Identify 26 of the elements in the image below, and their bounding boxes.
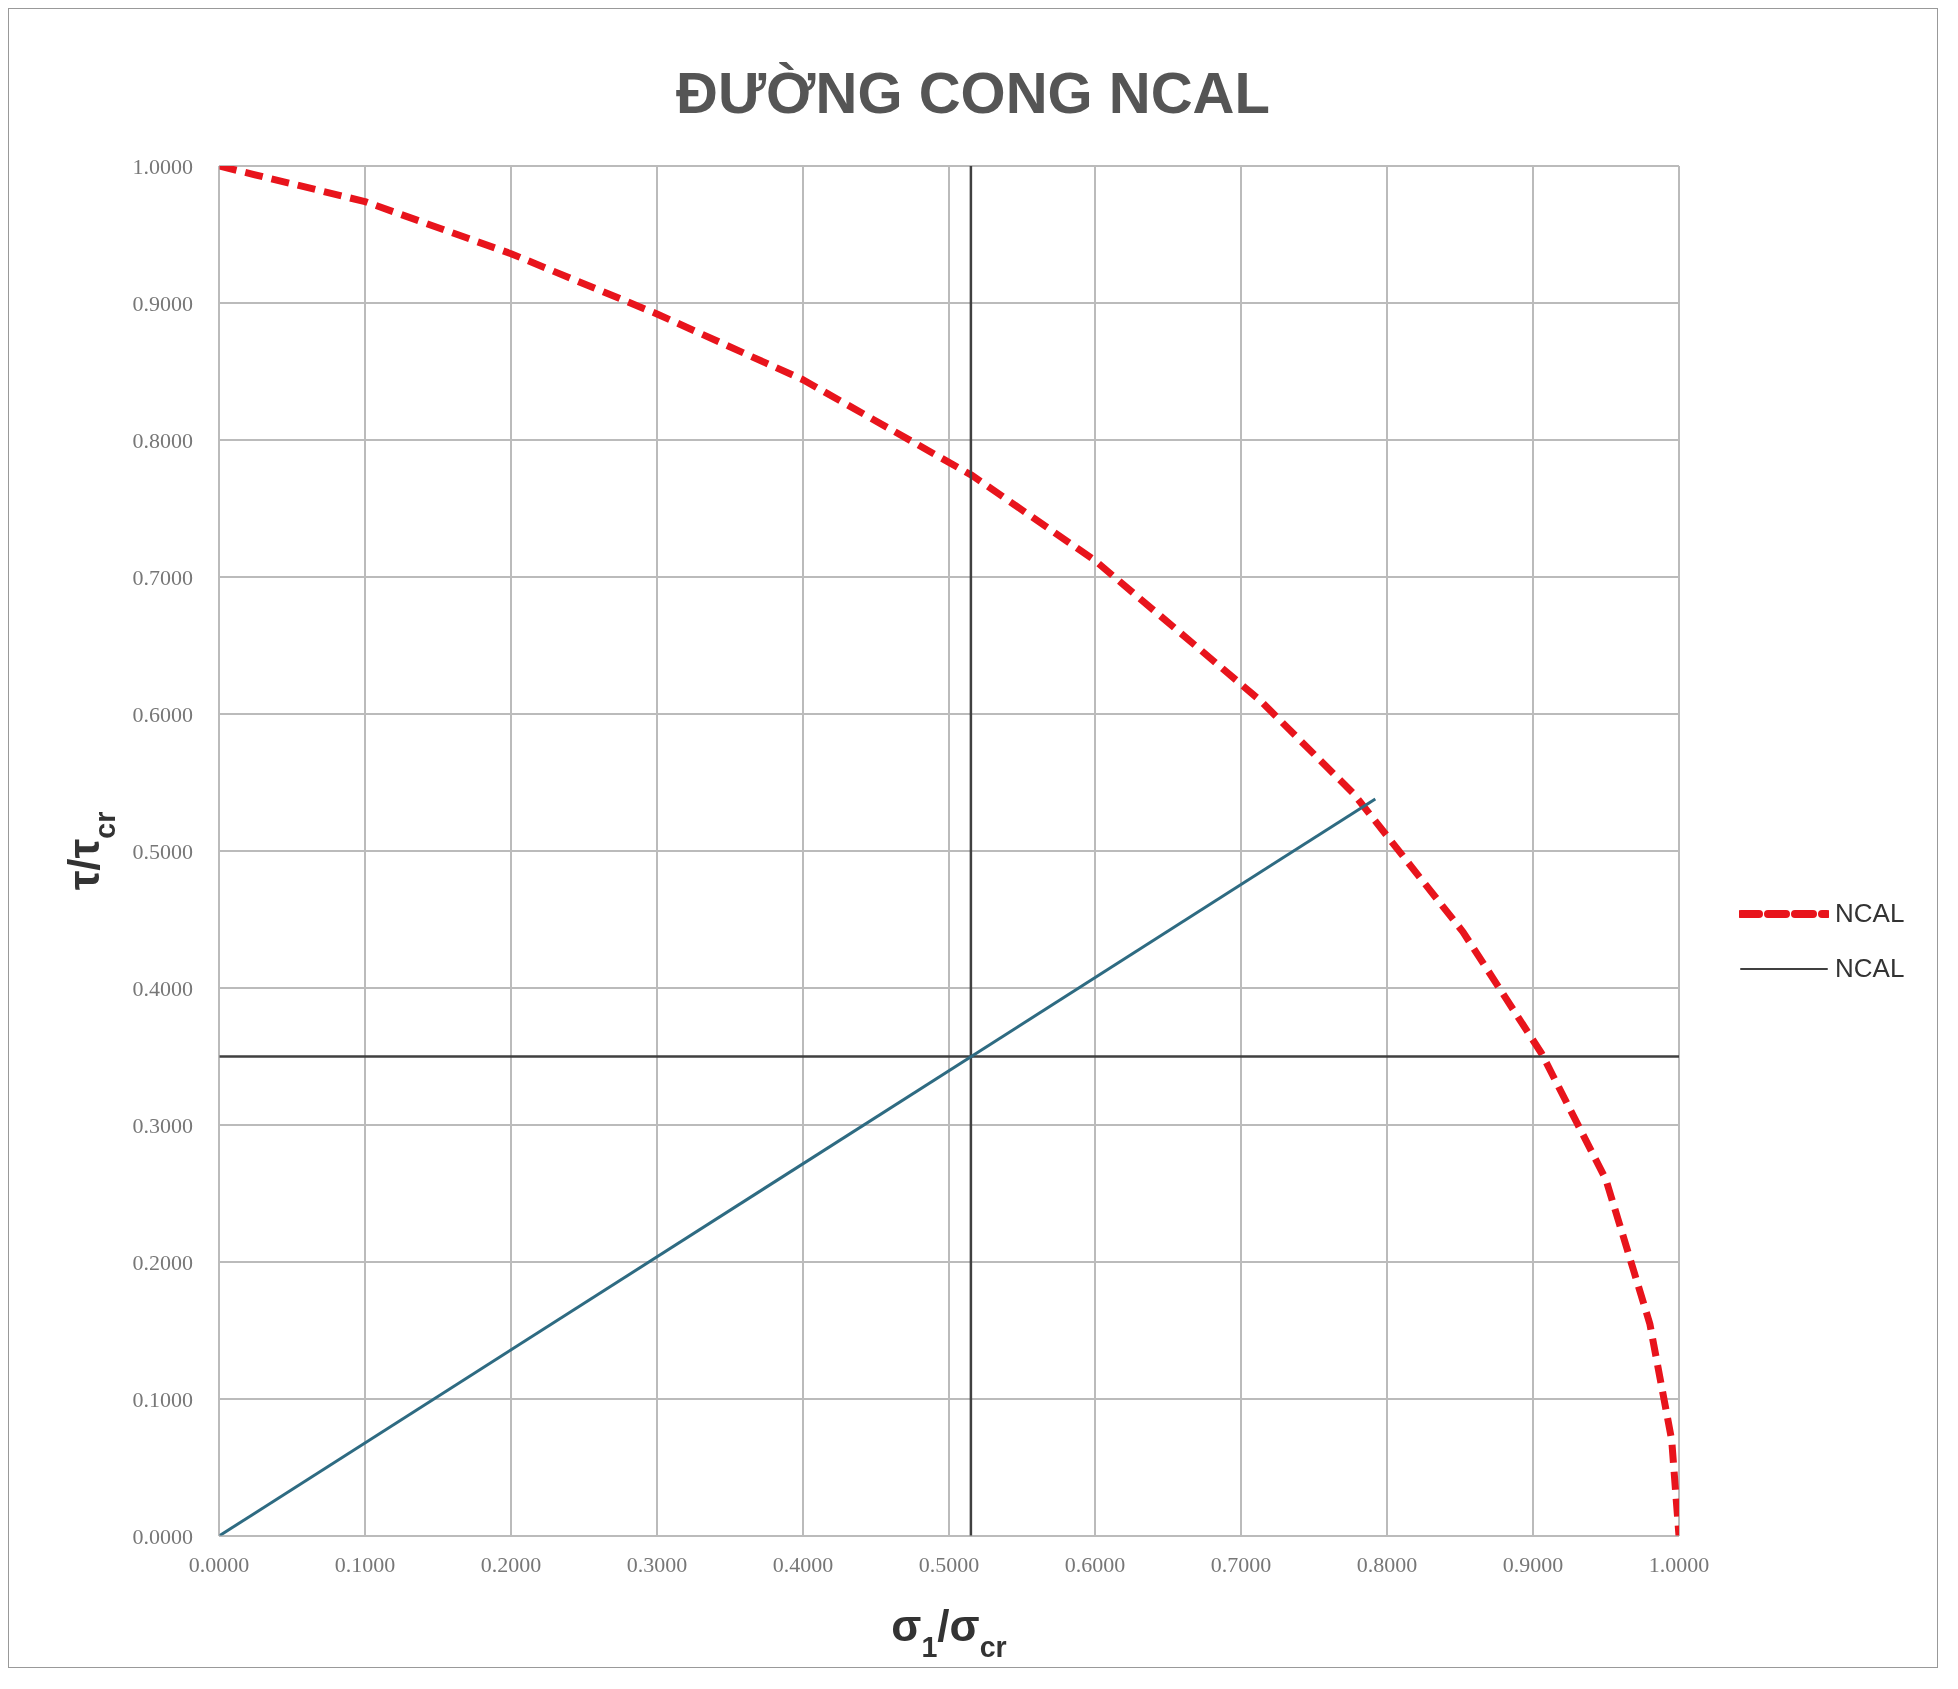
- chart-title: ĐƯỜNG CONG NCAL: [675, 59, 1271, 126]
- y-tick-label: 0.6000: [132, 701, 193, 727]
- y-tick-label: 0.0000: [132, 1523, 193, 1549]
- legend-label: NCAL: [1835, 953, 1905, 984]
- x-tick-label: 0.5000: [918, 1551, 980, 1577]
- x-tick-label: 0.9000: [1502, 1551, 1564, 1577]
- y-tick-label: 0.4000: [132, 975, 193, 1001]
- y-tick-label: 0.8000: [132, 427, 193, 453]
- x-tick-label: 0.7000: [1210, 1551, 1272, 1577]
- x-tick-label: 0.0000: [188, 1551, 250, 1577]
- x-tick-label: 0.2000: [480, 1551, 542, 1577]
- y-tick-label: 0.9000: [132, 290, 193, 316]
- x-tick-label: 0.4000: [772, 1551, 834, 1577]
- y-tick-label: 0.7000: [132, 564, 193, 590]
- x-tick-label: 0.3000: [626, 1551, 688, 1577]
- y-tick-label: 0.3000: [132, 1112, 193, 1138]
- x-tick-label: 0.8000: [1356, 1551, 1418, 1577]
- y-tick-label: 1.0000: [132, 153, 193, 179]
- x-axis-title: σ$_{1}$/σ$_{cr}$: [891, 1601, 1007, 1663]
- y-tick-label: 0.2000: [132, 1249, 193, 1275]
- x-tick-label: 0.1000: [334, 1551, 396, 1577]
- y-tick-label: 0.1000: [132, 1386, 193, 1412]
- y-tick-label: 0.5000: [132, 838, 193, 864]
- x-tick-label: 1.0000: [1648, 1551, 1710, 1577]
- legend-label: NCAL: [1835, 898, 1905, 929]
- x-tick-label: 0.6000: [1064, 1551, 1126, 1577]
